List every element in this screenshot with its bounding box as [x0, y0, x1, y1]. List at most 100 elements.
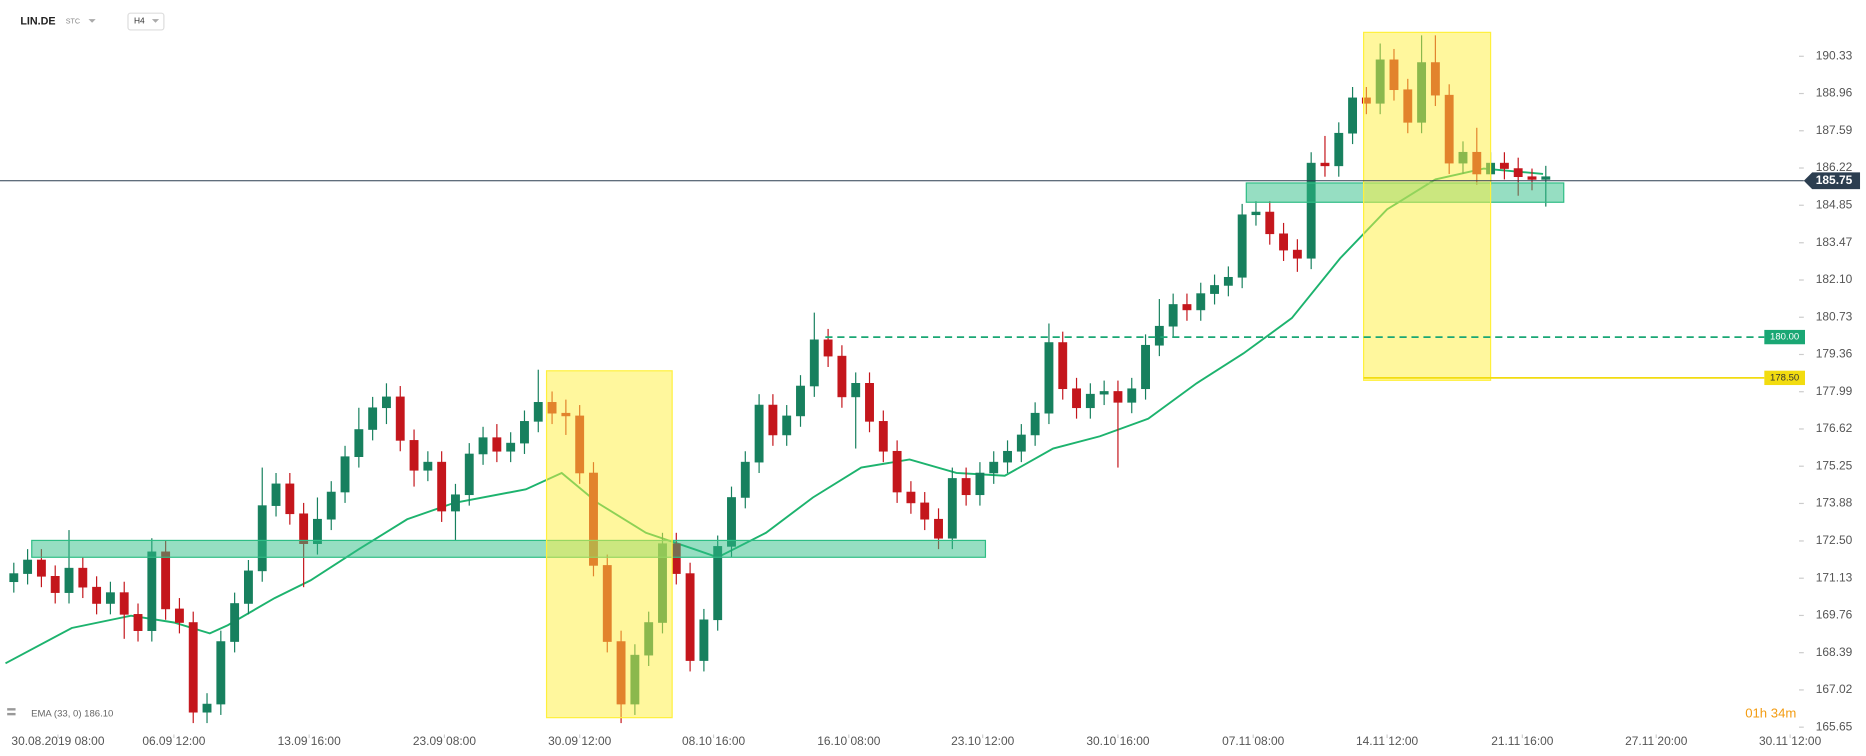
x-tick-label: 08.10 16:00: [682, 734, 745, 748]
candle-body: [202, 703, 212, 713]
candle-body: [1099, 391, 1109, 395]
candle-body: [989, 461, 999, 474]
candle-body: [354, 429, 364, 457]
candle-body: [1072, 388, 1081, 409]
candle-body: [520, 421, 529, 444]
candle-body: [92, 586, 102, 604]
x-tick-label: 30.10 16:00: [1086, 734, 1149, 748]
candle-body: [492, 437, 502, 452]
candle-body: [437, 461, 447, 512]
candle-body: [451, 494, 460, 512]
x-tick-label: 06.09 12:00: [142, 734, 205, 748]
level-tag: [1764, 370, 1805, 386]
candle-body: [119, 592, 129, 615]
plot-area: 190.33 188.96 187.59 186.22 184.85 183.47 182.…: [0, 31, 1861, 748]
zone: [31, 539, 987, 558]
candle-body: [754, 404, 764, 463]
candle-body: [1182, 304, 1192, 311]
candle-body: [326, 491, 336, 520]
candle-body: [851, 383, 861, 398]
candle-body: [1306, 162, 1316, 259]
candle-body: [1003, 450, 1012, 463]
candle-body: [243, 570, 253, 604]
footer: EMA (33, 0) 186.10 01h 34m: [7, 706, 1796, 721]
x-tick-label: 27.11 20:00: [1625, 734, 1688, 748]
source[interactable]: STC: [66, 17, 80, 25]
candle-body: [1292, 249, 1302, 259]
candle-body: [1334, 132, 1344, 167]
candle-body: [727, 497, 736, 547]
candle-body: [934, 518, 943, 539]
candle-body: [1237, 214, 1247, 278]
x-tick-label: 30.09 12:00: [548, 734, 611, 748]
interval-box[interactable]: [127, 12, 165, 31]
x-tick-label: 23.09 08:00: [413, 734, 476, 748]
candle-body: [865, 383, 874, 422]
candle-body: [161, 551, 171, 610]
y-tick-label: 167.02: [1816, 682, 1853, 696]
indicator-label: EMA (33, 0) 186.10: [31, 709, 113, 720]
candle-body: [464, 453, 474, 496]
symbol: LIN.DE: [20, 15, 55, 27]
candle-body: [1223, 276, 1233, 286]
last-price-label: 185.75: [1816, 173, 1853, 187]
candle-body: [809, 339, 819, 387]
candle-body: [1279, 233, 1289, 251]
x-tick-label: 16.10 08:00: [817, 734, 880, 748]
y-tick-label: 180.73: [1816, 309, 1853, 323]
x-tick-label: 30.11 12:00: [1759, 734, 1822, 748]
candle-body: [340, 456, 350, 493]
y-tick-label: 168.39: [1816, 645, 1853, 659]
y-tick-label: 173.88: [1816, 496, 1853, 510]
candle-body: [1058, 342, 1068, 390]
candle-body: [685, 573, 695, 661]
y-tick-label: 169.76: [1816, 608, 1853, 622]
candle-body: [1085, 393, 1095, 409]
candle-body: [64, 567, 74, 593]
candle-body: [1113, 391, 1123, 403]
candle-body: [230, 603, 240, 642]
candle-body: [105, 592, 115, 604]
y-tick-label: 165.65: [1816, 719, 1853, 733]
candle-body: [50, 576, 60, 593]
candle-body: [1499, 162, 1509, 169]
candle-body: [174, 608, 184, 623]
y-tick-label: 175.25: [1816, 458, 1853, 472]
y-tick-label: 186.22: [1816, 160, 1853, 174]
candle-body: [768, 404, 778, 436]
interval[interactable]: H4: [134, 16, 145, 26]
candle-body: [1044, 342, 1054, 414]
indicator-icon[interactable]: [7, 708, 16, 711]
candle-body: [382, 396, 391, 409]
candle-body: [837, 355, 847, 398]
candle-body: [906, 491, 916, 504]
candle-body: [1127, 388, 1137, 403]
y-tick-label: 187.59: [1816, 123, 1853, 137]
candle-body: [368, 407, 378, 430]
level-label: 178.50: [1770, 372, 1799, 383]
y-tick-label: 172.50: [1816, 533, 1853, 547]
countdown: 01h 34m: [1745, 706, 1796, 721]
candle-body: [975, 472, 985, 496]
candle-body: [796, 385, 805, 417]
x-tick-label: 07.11 08:00: [1222, 734, 1285, 748]
candle-body: [133, 614, 143, 631]
interval-dropdown[interactable]: [151, 19, 160, 23]
candle-body: [892, 450, 902, 493]
candle-body: [9, 573, 19, 583]
candle-body: [78, 567, 88, 588]
candle-body: [271, 483, 281, 506]
source-dropdown[interactable]: [88, 19, 96, 23]
x-tick-label: 23.10 12:00: [951, 734, 1014, 748]
candle-body: [506, 442, 516, 452]
candle-body: [1168, 304, 1178, 327]
candle-body: [423, 461, 433, 471]
y-tick-label: 177.99: [1816, 384, 1853, 398]
x-tick-label: 21.11 16:00: [1491, 734, 1554, 748]
indicator-icon[interactable]: [7, 712, 16, 716]
candle-body: [1154, 325, 1164, 346]
level-tag: [1764, 329, 1805, 345]
candle-body: [188, 622, 198, 713]
candle-body: [216, 641, 226, 705]
